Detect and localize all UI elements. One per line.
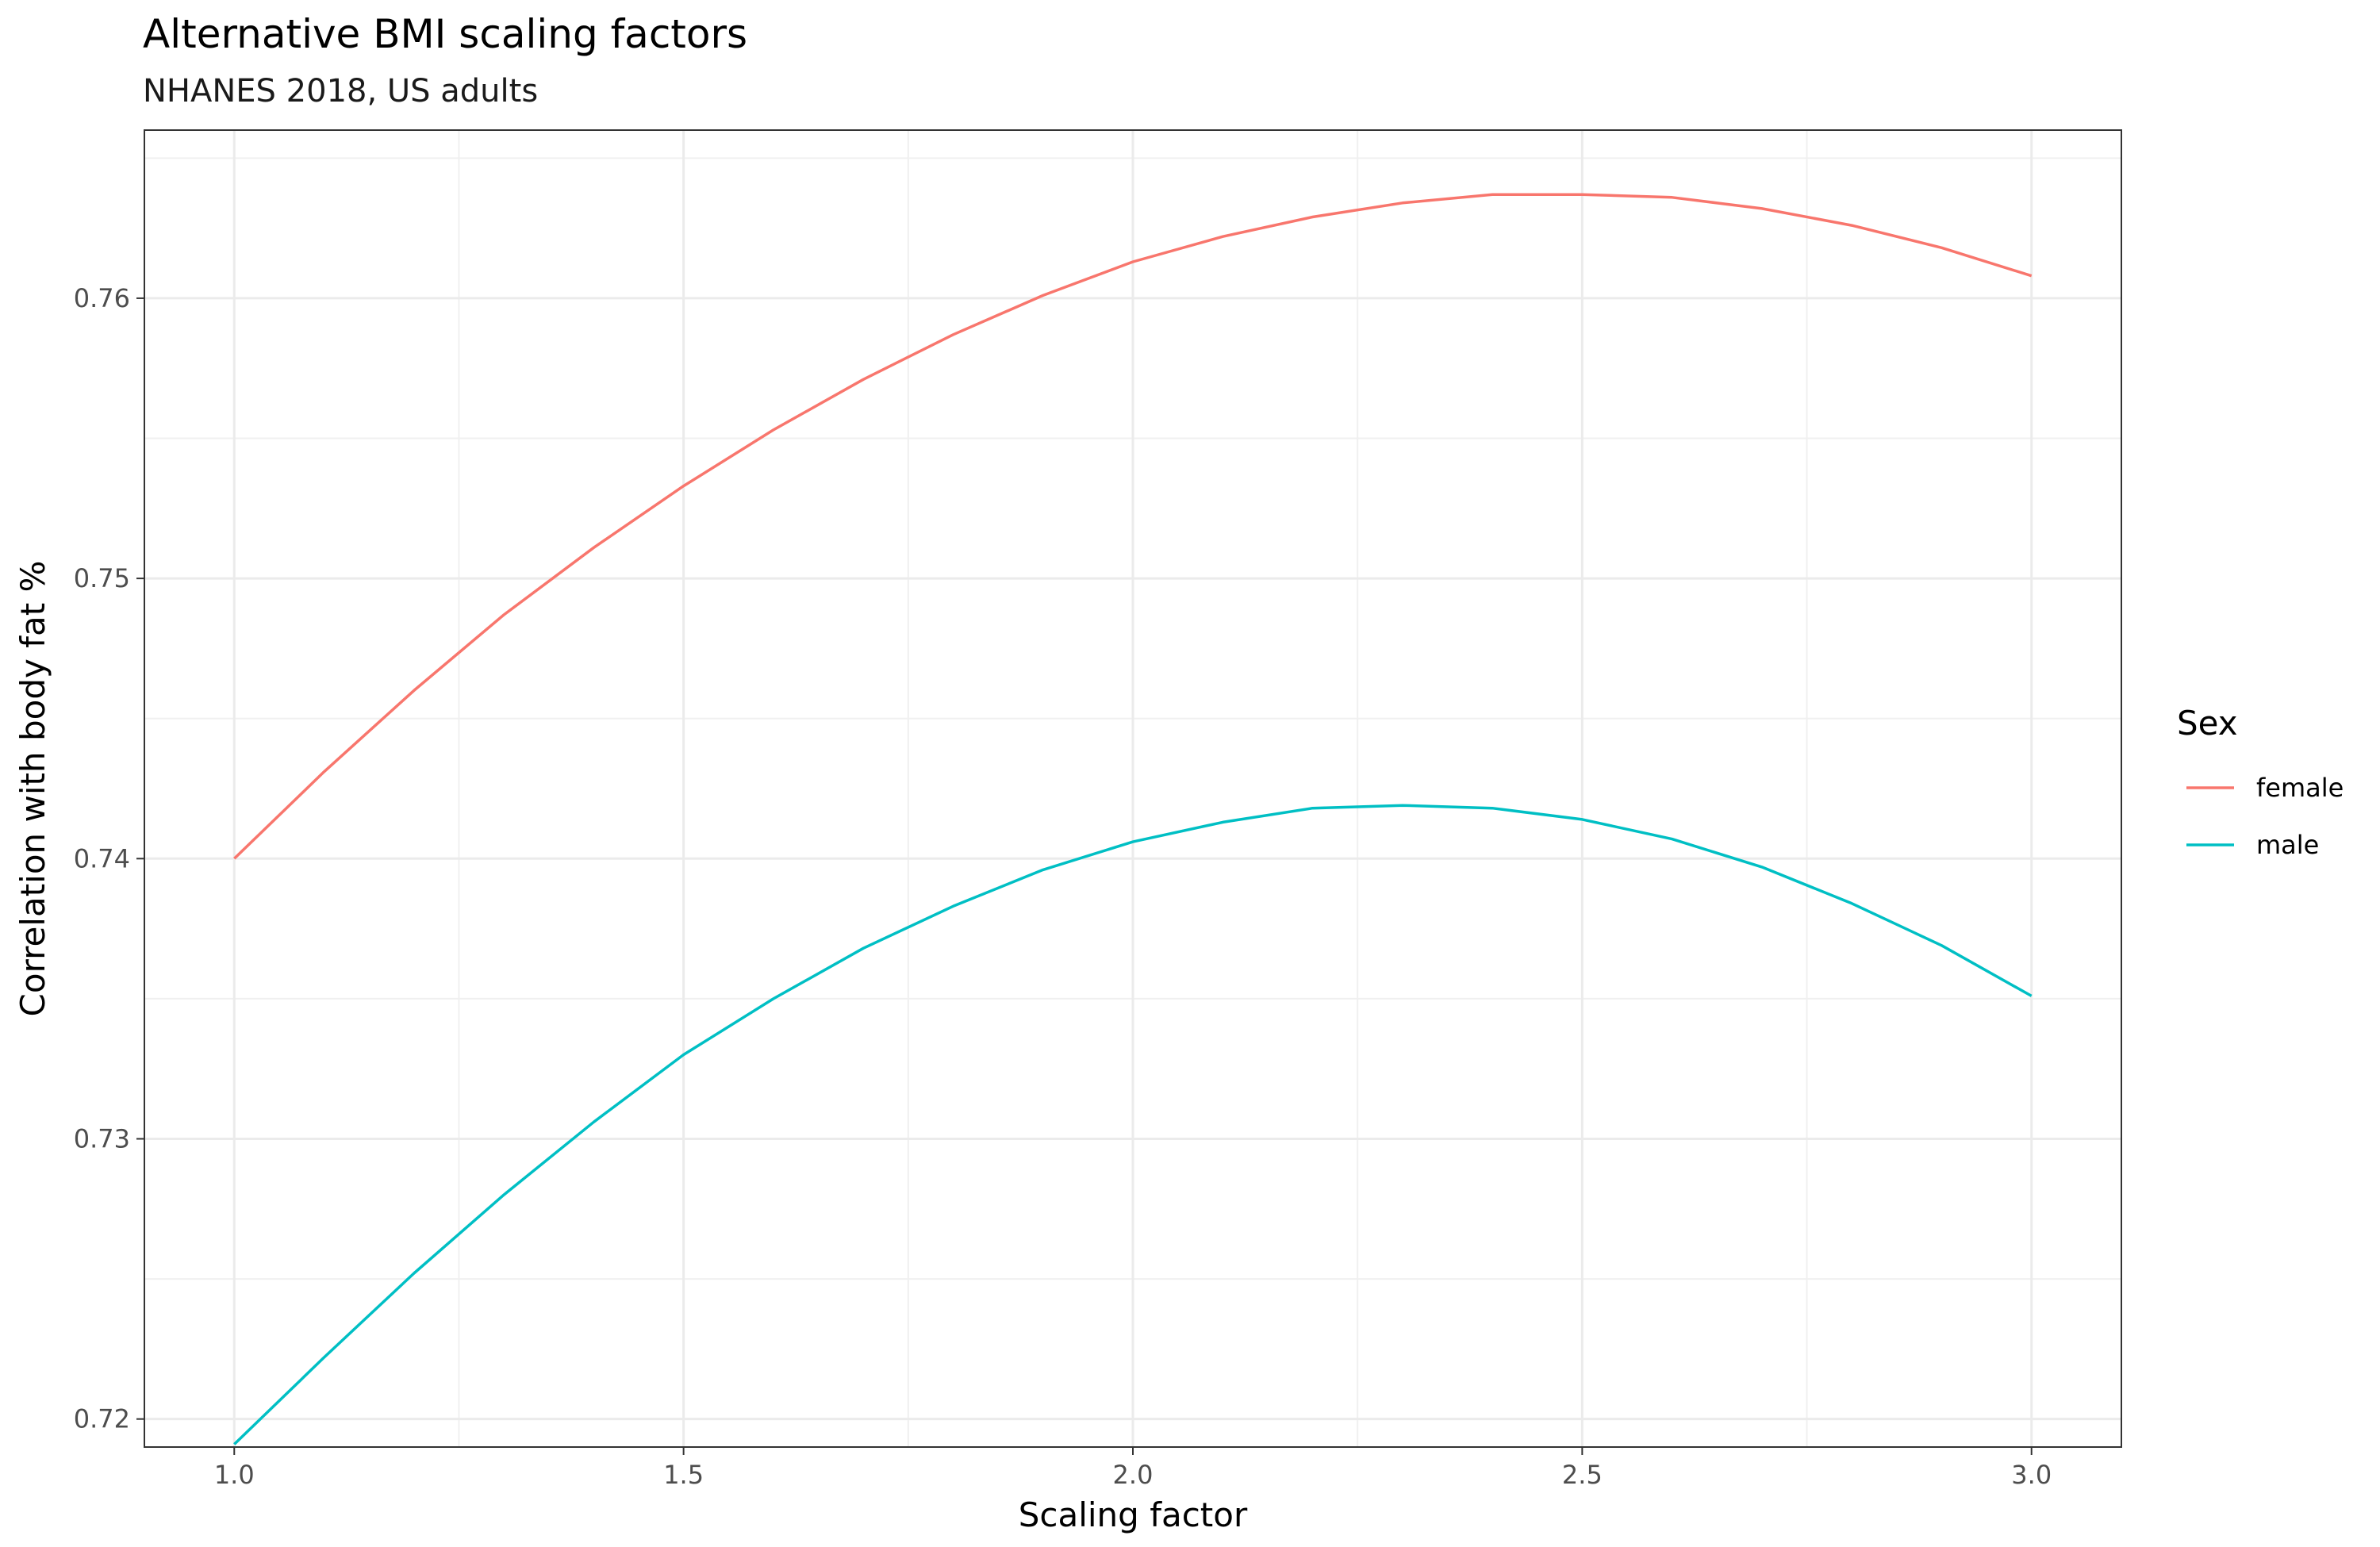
x-tick-label: 1.5 [663,1460,704,1490]
chart-title: Alternative BMI scaling factors [143,11,747,57]
series-line-male [233,804,2033,1445]
x-axis-title: Scaling factor [1019,1495,1248,1534]
y-tick-label: 0.74 [74,843,130,873]
y-axis-title: Correlation with body fat % [13,561,52,1017]
legend-label-female: female [2256,773,2344,803]
y-tick-label: 0.72 [74,1404,130,1434]
x-tick-label: 2.0 [1113,1460,1154,1490]
y-axis-ticks: 0.72 0.73 0.74 0.75 0.76 [74,283,144,1434]
x-tick-label: 1.0 [214,1460,255,1490]
y-tick-label: 0.73 [74,1123,130,1154]
legend-title: Sex [2177,704,2238,743]
x-tick-label: 2.5 [1562,1460,1603,1490]
plot-area [144,129,2122,1448]
series-line-female [233,193,2033,860]
y-tick-label: 0.76 [74,283,130,313]
legend-item-female: female [2186,773,2344,803]
legend: Sex female male [2177,704,2344,860]
series-lines [233,193,2033,1445]
y-tick-label: 0.75 [74,563,130,593]
x-axis-ticks: 1.0 1.5 2.0 2.5 3.0 [214,1447,2052,1490]
legend-item-male: male [2186,830,2319,860]
chart-subtitle: NHANES 2018, US adults [143,73,538,109]
major-gridlines [144,130,2121,1447]
legend-items: female male [2186,773,2344,860]
legend-label-male: male [2256,830,2319,860]
x-tick-label: 3.0 [2011,1460,2052,1490]
